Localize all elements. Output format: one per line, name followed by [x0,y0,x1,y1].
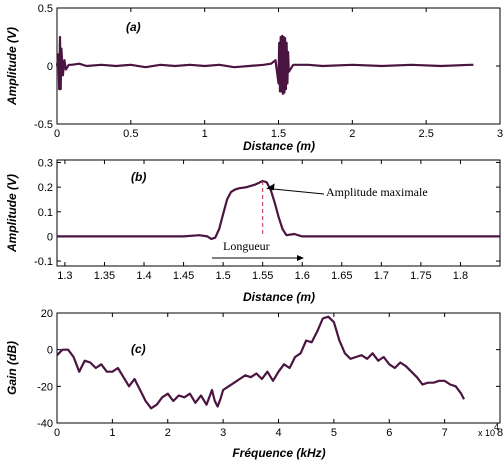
series-line [57,179,500,240]
x-tick-label: 1.35 [94,270,115,282]
x-tick-label: 3 [220,427,226,439]
annotation-amplitude-maximale: Amplitude maximale [326,185,428,199]
y-tick-label: -20 [37,381,53,393]
x-tick-label: 1.3 [57,270,72,282]
x-tick-label: 2.5 [419,128,434,140]
x-tick-label: 1.55 [252,270,273,282]
x-tick-label: 0 [54,128,60,140]
x-tick-label: 1.5 [271,128,286,140]
plot-frame [56,312,501,424]
x-tick-label: 2 [349,128,355,140]
annotation-longueur: Longueur [223,239,270,253]
y-tick-label: -0.5 [34,119,53,131]
y-tick-label: 0.1 [38,207,53,219]
annotation-arrow [266,187,325,195]
y-tick-label: 0.3 [38,157,53,169]
x-tick-label: 7 [442,427,448,439]
x-tick-label: 3 [497,128,503,140]
panel-a: 0 0.5 1 1.5 2 2.5 3-0.500.5(a)Distance (m)Ampl… [5,3,503,153]
x-tick-label: 0.5 [123,128,138,140]
x-tick-label: 5 [331,427,337,439]
panel-b: 1.3 1.35 1.4 1.45 1.5 1.55 1.6 1.65 1.7 1.75 1.8 -0… [5,157,501,304]
y-tick-label: 0 [47,61,53,73]
y-tick-label: 0 [47,231,53,243]
x-tick-label: 0 [54,427,60,439]
y-tick-label: 0.5 [38,3,53,15]
y-axis-label: Amplitude (V) [5,27,19,106]
x-tick-label: 6 [386,427,392,439]
x-axis-multiplier: x 10 [478,428,495,438]
x-tick-label: 1 [202,128,208,140]
x-tick-label: 1.8 [453,270,468,282]
y-tick-label: 0.2 [38,182,53,194]
x-tick-label: 1.45 [173,270,194,282]
annotation-arrowhead [266,183,275,191]
panel-label: (c) [131,342,146,356]
x-tick-label: 4 [275,427,281,439]
y-tick-label: -0.1 [34,256,53,268]
x-axis-multiplier-exponent: 4 [494,422,499,432]
panel-label: (a) [126,20,141,34]
y-tick-label: 20 [41,308,53,320]
x-axis-label: Fréquence (kHz) [232,446,325,460]
y-tick-label: -40 [37,418,53,430]
x-tick-label: 8 [497,427,503,439]
y-axis-label: Gain (dB) [5,341,19,395]
series-line [55,34,474,95]
x-tick-label: 1.4 [136,270,151,282]
panel-c: 0 1 2 3 4 5 6 7 8 -40 -20 0 20 (c) Fréquence (kHz) Gain… [5,308,503,460]
x-tick-label: 1.6 [295,270,310,282]
x-axis-label: Distance (m) [243,139,315,153]
y-tick-label: 0 [47,345,53,357]
length-arrowhead [297,255,304,261]
panel-label: (b) [131,170,146,184]
x-axis-label: Distance (m) [243,290,315,304]
y-axis-label: Amplitude (V) [5,174,19,253]
x-tick-label: 1.65 [331,270,352,282]
series-line [56,315,465,410]
plot-frame [56,159,501,267]
x-tick-label: 1.7 [374,270,389,282]
x-tick-label: 1.5 [215,270,230,282]
x-tick-label: 1 [109,427,115,439]
x-tick-label: 2 [165,427,171,439]
x-tick-label: 1.75 [410,270,431,282]
